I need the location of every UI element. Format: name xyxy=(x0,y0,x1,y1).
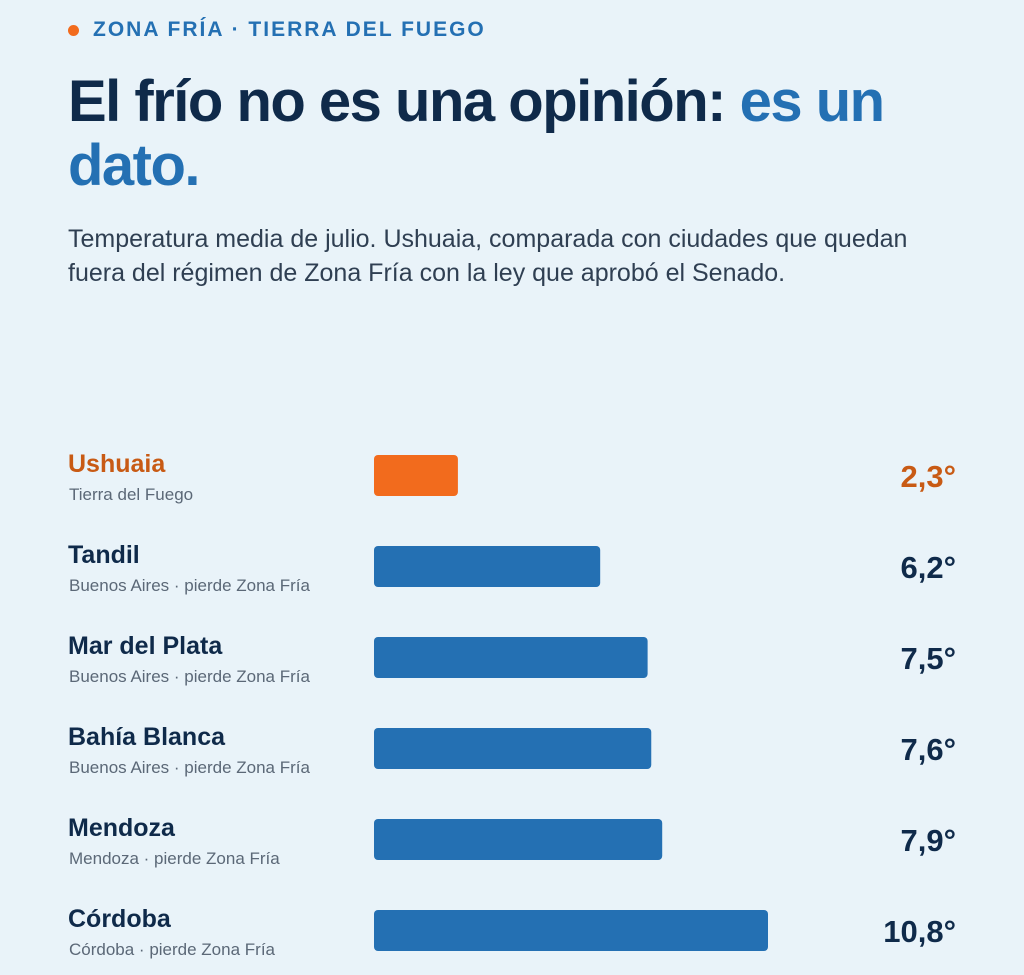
value-label: 7,6° xyxy=(901,732,957,767)
temperature-bar-chart: Ushuaia Tierra del Fuego 2,3° Tandil Buenos … xyxy=(68,450,957,959)
province-label: Buenos Aires · pierde Zona Fría xyxy=(69,667,311,686)
province-label: Buenos Aires · pierde Zona Fría xyxy=(69,758,311,777)
value-label: 6,2° xyxy=(901,550,957,585)
value-label: 10,8° xyxy=(883,914,956,949)
city-label: Mendoza xyxy=(68,814,176,842)
bar xyxy=(374,910,768,951)
orange-dot-icon xyxy=(68,24,79,36)
kicker-text: ZONA FRÍA · TIERRA DEL FUEGO xyxy=(93,18,486,41)
bar xyxy=(374,637,648,678)
subtitle: Temperatura media de julio. Ushuaia, com… xyxy=(68,225,908,287)
city-label: Bahía Blanca xyxy=(68,723,226,751)
value-label: 7,5° xyxy=(901,641,957,676)
value-label: 7,9° xyxy=(901,823,957,858)
province-label: Mendoza · pierde Zona Fría xyxy=(69,849,280,868)
bar xyxy=(374,819,663,860)
kicker: ZONA FRÍA · TIERRA DEL FUEGO xyxy=(68,18,486,42)
bar xyxy=(374,728,652,769)
city-label: Tandil xyxy=(68,541,140,569)
province-label: Córdoba · pierde Zona Fría xyxy=(69,940,276,959)
city-label: Ushuaia xyxy=(68,450,166,478)
bar xyxy=(374,455,458,496)
bar xyxy=(374,546,601,587)
page-title: El frío no es una opinión: es un dato. xyxy=(68,70,968,198)
value-label: 2,3° xyxy=(901,459,957,494)
city-label: Córdoba xyxy=(68,905,172,933)
title-main: El frío no es una opinión: xyxy=(68,69,726,134)
title-accent: es un dato. xyxy=(68,69,885,198)
province-label: Tierra del Fuego xyxy=(69,485,193,504)
province-label: Buenos Aires · pierde Zona Fría xyxy=(69,576,311,595)
city-label: Mar del Plata xyxy=(68,632,223,660)
